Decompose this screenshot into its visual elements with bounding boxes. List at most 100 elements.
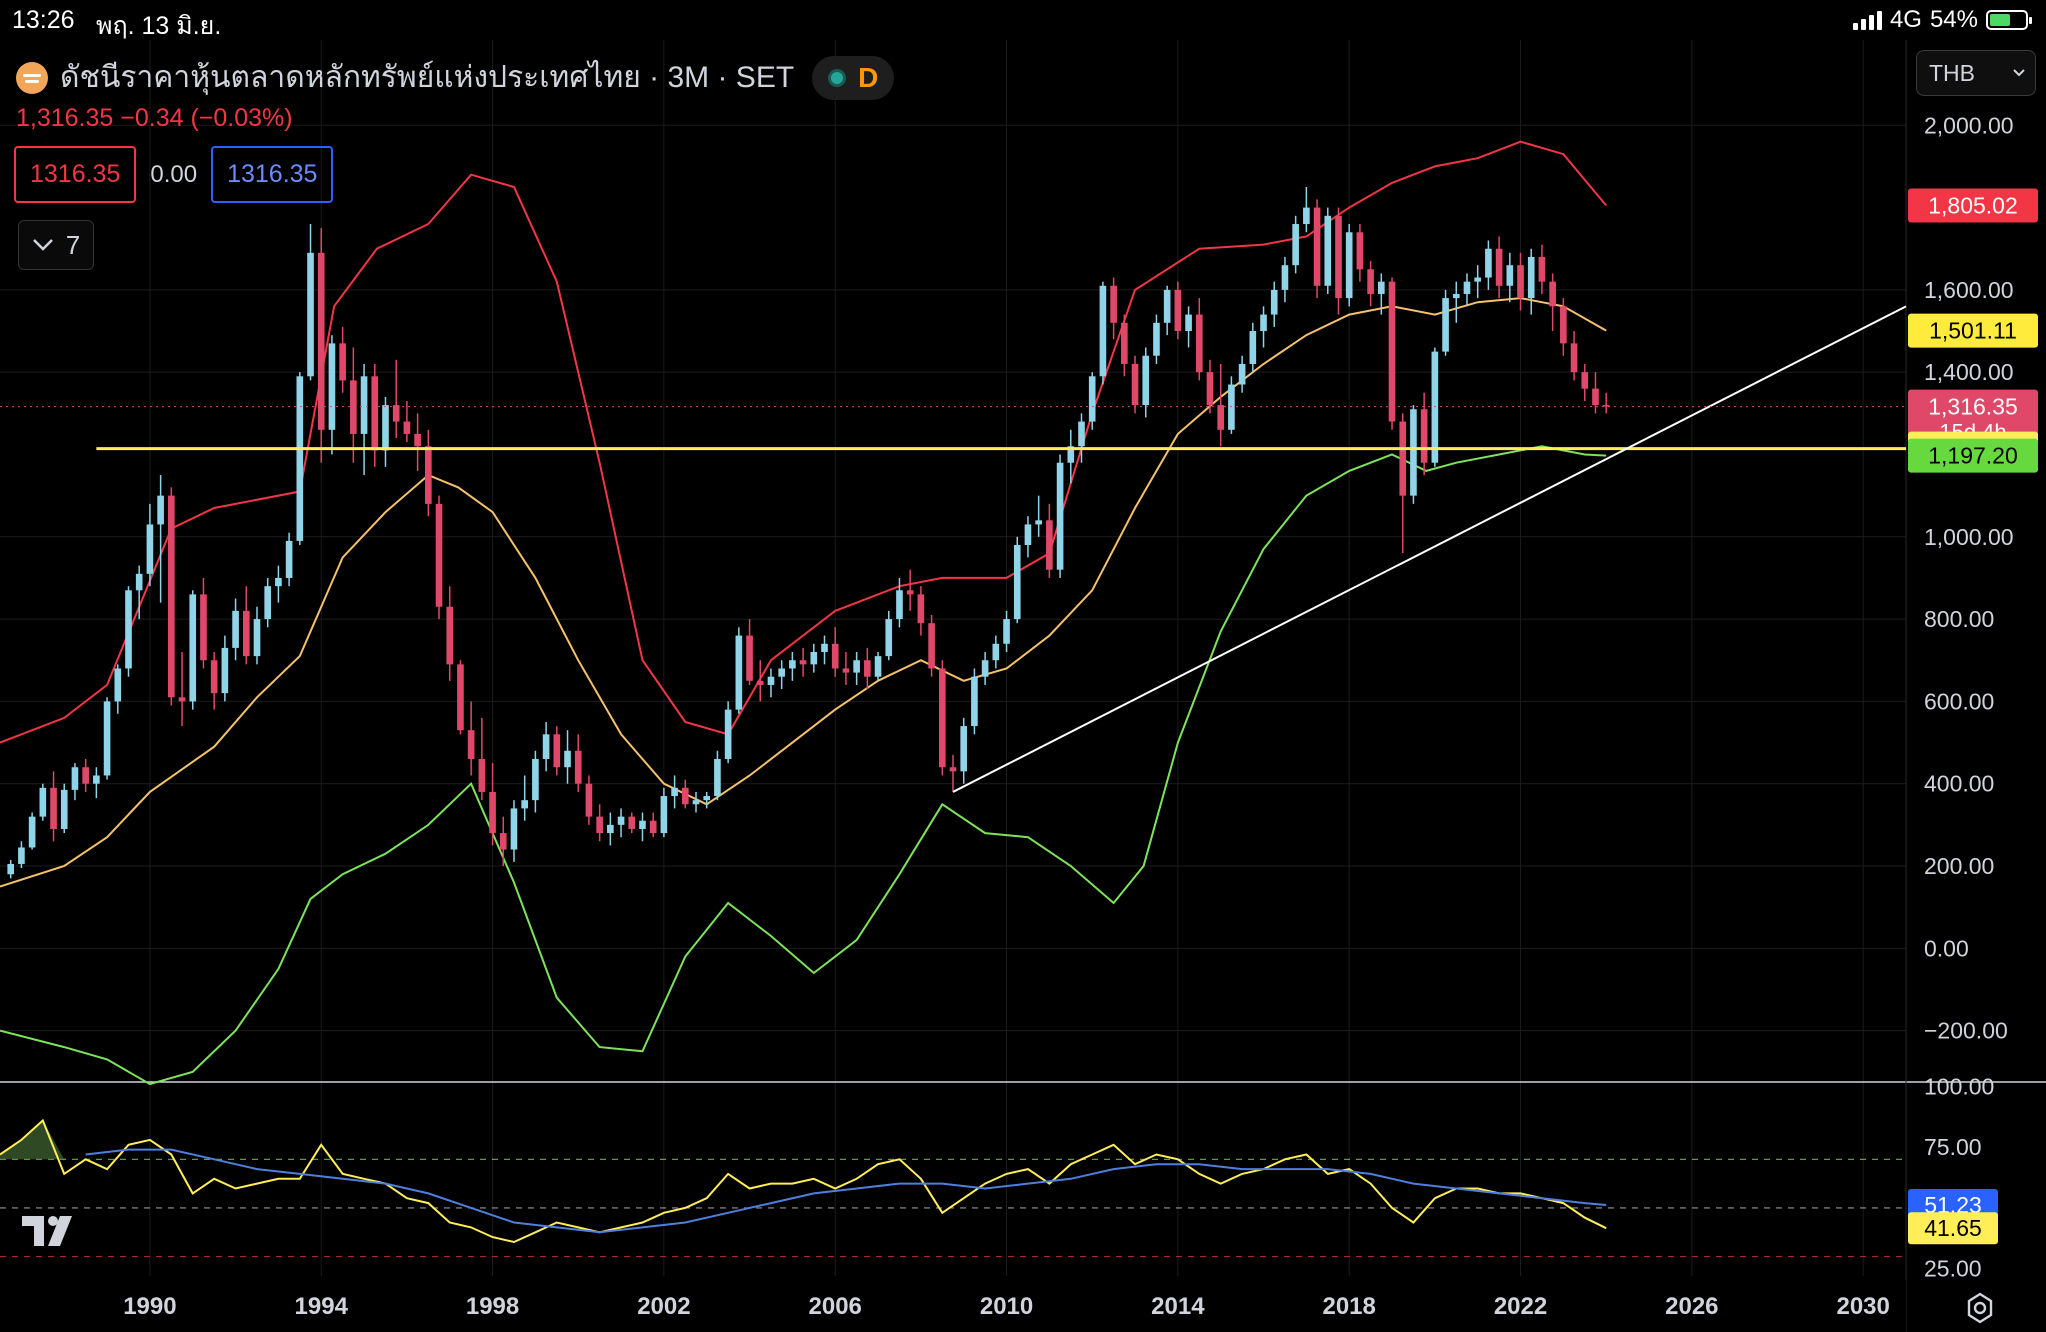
candle-body xyxy=(853,660,860,673)
time-tick-label: 1998 xyxy=(466,1293,519,1320)
candle-body xyxy=(596,816,603,834)
price-label: 1,197.20 xyxy=(1928,443,2018,469)
price-axis: 2,000.00 1,600.00 1,400.00 1,000.00 800.00 60… xyxy=(1908,112,2038,1044)
candle-body xyxy=(789,660,796,669)
buy-price-box[interactable]: 1316.35 xyxy=(211,146,334,203)
chevron-down-icon xyxy=(2013,69,2025,77)
candle-body xyxy=(607,824,614,834)
candle-body xyxy=(949,767,957,772)
indicators-toggle-button[interactable]: 7 xyxy=(18,220,94,270)
candle-body xyxy=(1527,256,1535,299)
candle-body xyxy=(874,656,882,677)
candle-body xyxy=(103,701,111,776)
candle-body xyxy=(1110,285,1117,323)
status-bar: 13:26 พฤ. 13 มิ.ย. 4G 54% xyxy=(0,0,2046,40)
candle-body xyxy=(1452,293,1460,299)
candle-body xyxy=(906,590,914,595)
status-time: 13:26 xyxy=(12,6,75,34)
candle-body xyxy=(135,573,143,591)
price-tick-label: 1,000.00 xyxy=(1924,524,2014,550)
candle-body xyxy=(114,668,122,702)
trend-line xyxy=(952,305,1907,793)
candle-body xyxy=(1324,215,1332,286)
candle-body xyxy=(1592,388,1599,406)
currency-select[interactable]: THB xyxy=(1916,50,2036,96)
chevron-down-icon xyxy=(32,239,53,251)
battery-label: 54% xyxy=(1929,6,1978,33)
candle-body xyxy=(1560,306,1567,344)
candle-body xyxy=(917,594,925,624)
candle-body xyxy=(1249,331,1257,364)
price-label-bg xyxy=(1908,188,2038,223)
candle-body xyxy=(1099,285,1107,377)
rsi-overbought-fill xyxy=(0,1120,86,1160)
candle-body xyxy=(1013,545,1021,620)
candle-body xyxy=(1388,281,1396,422)
time-tick-label: 1994 xyxy=(295,1293,349,1320)
candle-body xyxy=(1153,322,1160,356)
time-tick-label: 2010 xyxy=(980,1293,1033,1320)
candle-body xyxy=(981,660,989,677)
candle-body xyxy=(992,643,1000,661)
symbol-title[interactable]: ดัชนีราคาหุ้นตลาดหลักทรัพย์แห่งประเทศไทย… xyxy=(60,61,795,94)
candle-body xyxy=(328,343,336,430)
ohlc-row: 1316.35 0.00 1316.35 xyxy=(14,146,334,203)
candle-body xyxy=(1121,322,1128,364)
candle-body xyxy=(189,594,197,702)
candle-body xyxy=(821,643,828,653)
candle-body xyxy=(1003,619,1010,644)
candle-body xyxy=(157,495,164,525)
time-tick-label: 2014 xyxy=(1151,1293,1205,1320)
network-label: 4G xyxy=(1889,6,1922,33)
price-tick-label: 400.00 xyxy=(1924,771,1994,797)
candle-body xyxy=(1046,520,1053,570)
candle-body xyxy=(971,676,978,727)
candle-body xyxy=(617,816,625,825)
price-tick-label: 600.00 xyxy=(1924,688,1994,714)
time-tick-label: 2006 xyxy=(809,1293,862,1320)
candle-body xyxy=(178,697,186,702)
candle-body xyxy=(649,820,657,834)
time-tick-label: 2026 xyxy=(1665,1293,1718,1320)
candle-body xyxy=(1442,298,1449,352)
status-right: 4G 54% xyxy=(1852,6,2032,34)
market-status-pill[interactable]: D xyxy=(812,55,895,100)
sell-price-box[interactable]: 1316.35 xyxy=(14,146,137,203)
candle-body xyxy=(1549,281,1556,307)
candle-body xyxy=(221,647,229,694)
candle-body xyxy=(767,676,775,685)
candle-body xyxy=(714,759,721,797)
candle-body xyxy=(681,787,689,805)
candle-body xyxy=(542,734,550,760)
candle-body xyxy=(1570,343,1578,373)
candle-body xyxy=(1377,281,1385,294)
lower-band-line xyxy=(0,445,1607,1086)
candle-body xyxy=(1281,265,1289,290)
candle-body xyxy=(371,376,379,451)
candle-body xyxy=(1292,224,1299,266)
candle-body xyxy=(628,816,636,829)
candle-body xyxy=(1581,372,1589,389)
candle-body xyxy=(1174,289,1182,332)
candle-body xyxy=(1270,289,1278,315)
candle-body xyxy=(499,833,507,850)
candle-body xyxy=(1367,269,1374,294)
price-tick-label: 200.00 xyxy=(1924,853,1994,879)
candle-body xyxy=(317,252,325,430)
settings-gear-icon[interactable] xyxy=(1964,1292,1996,1324)
candle-body xyxy=(50,787,57,829)
candle-body xyxy=(938,668,946,768)
rsi-line xyxy=(0,1118,1607,1244)
candle-body xyxy=(264,586,272,620)
candle-body xyxy=(296,376,304,541)
candle-body xyxy=(1067,446,1075,463)
chart-overlays xyxy=(0,305,1907,793)
candle-body xyxy=(896,590,903,620)
candle-body xyxy=(1335,215,1342,299)
spread-value: 0.00 xyxy=(150,160,198,188)
candle-body xyxy=(1495,248,1503,286)
candle-body xyxy=(928,623,935,669)
candle-body xyxy=(1131,363,1139,406)
price-label-bg xyxy=(1908,313,2038,348)
